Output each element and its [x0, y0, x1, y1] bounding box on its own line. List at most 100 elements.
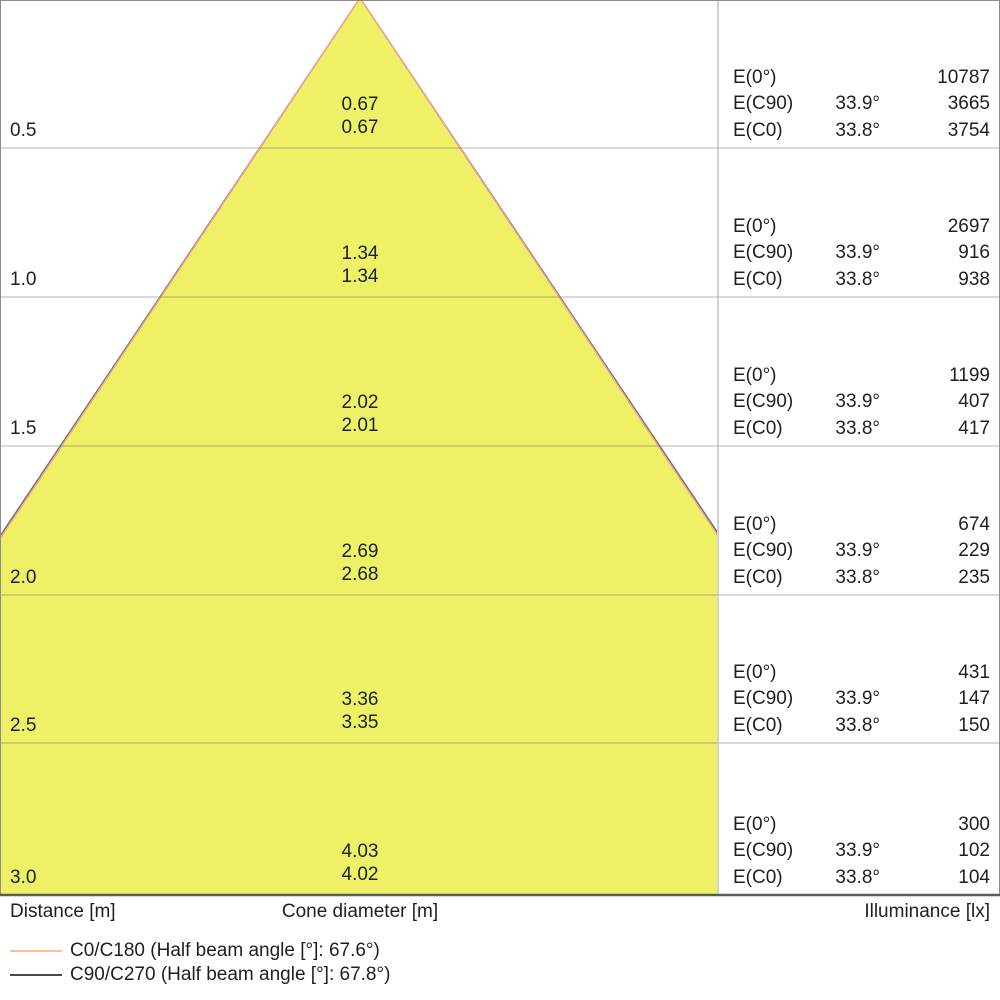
- ec0-value: 938: [958, 268, 990, 290]
- ec0-angle: 33.8°: [835, 714, 880, 736]
- e0-label: E(0°): [733, 513, 777, 535]
- row-band-0: 0.5 0.67 0.67 E(0°) 10787 E(C90) 33.9° 3…: [0, 0, 1000, 148]
- distance-label: 1.5: [10, 418, 37, 439]
- legend-label-c90-c270: C90/C270 (Half beam angle [°]: 67.8°): [70, 964, 391, 985]
- table-row: E(C0) 33.8° 150: [718, 715, 1000, 742]
- row-band-3: 2.0 2.69 2.68 E(0°) 674 E(C90) 33.9° 229…: [0, 445, 1000, 595]
- distance-label: 3.0: [10, 867, 37, 888]
- table-row: E(C90) 33.9° 147: [718, 688, 1000, 715]
- ec90-label: E(C90): [733, 93, 794, 114]
- distance-label: 2.5: [10, 715, 37, 736]
- light-cone-fill: [1, 1, 717, 894]
- illuminance-block: E(0°) 2697 E(C90) 33.9° 916 E(C0) 33.8° …: [718, 216, 1000, 296]
- ec0-label: E(C0): [733, 119, 783, 141]
- illuminance-axis-label: Illuminance [lx]: [864, 901, 990, 922]
- table-row: E(C90) 33.9° 3665: [718, 93, 1000, 120]
- table-row: E(C90) 33.9° 229: [718, 540, 1000, 567]
- table-row: E(0°) 10787: [718, 67, 1000, 94]
- ec90-label: E(C90): [733, 391, 794, 412]
- e0-value: 2697: [947, 215, 990, 237]
- table-row: E(C90) 33.9° 102: [718, 840, 1000, 867]
- illuminance-block: E(0°) 1199 E(C90) 33.9° 407 E(C0) 33.8° …: [718, 365, 1000, 445]
- e0-label: E(0°): [733, 661, 777, 683]
- e0-value: 10787: [937, 66, 990, 88]
- legend-item-c0-c180: C0/C180 (Half beam angle [°]: 67.6°): [10, 939, 390, 963]
- distance-label: 1.0: [10, 269, 37, 290]
- distance-axis-label: Distance [m]: [10, 901, 116, 922]
- cone-diameter-c0: 4.02: [341, 864, 379, 885]
- ec0-angle: 33.8°: [835, 119, 880, 141]
- cone-diameter-values: 2.69 2.68: [260, 540, 460, 586]
- row-band-2: 1.5 2.02 2.01 E(0°) 1199 E(C90) 33.9° 40…: [0, 296, 1000, 446]
- cone-diameter-c0: 1.34: [341, 266, 379, 287]
- cone-diameter-c0: 2.01: [341, 415, 379, 436]
- c0-c180-line-swatch: [10, 950, 62, 952]
- table-row: E(C0) 33.8° 3754: [718, 120, 1000, 147]
- row-band-4: 2.5 3.36 3.35 E(0°) 431 E(C90) 33.9° 147…: [0, 593, 1000, 743]
- ec90-value: 407: [958, 391, 990, 412]
- ec0-label: E(C0): [733, 866, 783, 888]
- ec90-label: E(C90): [733, 540, 794, 561]
- table-row: E(C0) 33.8° 417: [718, 418, 1000, 445]
- e0-label: E(0°): [733, 813, 777, 835]
- e0-label: E(0°): [733, 215, 777, 237]
- illuminance-block: E(0°) 10787 E(C90) 33.9° 3665 E(C0) 33.8…: [718, 67, 1000, 147]
- e0-value: 1199: [949, 364, 990, 386]
- ec0-angle: 33.8°: [835, 566, 880, 588]
- ec90-label: E(C90): [733, 242, 794, 263]
- row-band-1: 1.0 1.34 1.34 E(0°) 2697 E(C90) 33.9° 91…: [0, 147, 1000, 297]
- legend-label-c0-c180: C0/C180 (Half beam angle [°]: 67.6°): [70, 940, 380, 961]
- legend-item-c90-c270: C90/C270 (Half beam angle [°]: 67.8°): [10, 963, 390, 987]
- ec0-value: 417: [958, 417, 990, 439]
- ec90-angle: 33.9°: [835, 391, 880, 412]
- table-row: E(0°) 1199: [718, 365, 1000, 392]
- illuminance-block: E(0°) 300 E(C90) 33.9° 102 E(C0) 33.8° 1…: [718, 814, 1000, 894]
- legend: C0/C180 (Half beam angle [°]: 67.6°) C90…: [10, 939, 390, 987]
- ec90-angle: 33.9°: [835, 840, 880, 861]
- cone-diameter-c0: 0.67: [341, 117, 379, 138]
- row-band-5: 3.0 4.03 4.02 E(0°) 300 E(C90) 33.9° 102…: [0, 745, 1000, 895]
- e0-value: 300: [958, 813, 990, 835]
- c90-c270-line-swatch: [10, 974, 62, 976]
- distance-label: 2.0: [10, 567, 37, 588]
- table-row: E(C90) 33.9° 916: [718, 242, 1000, 269]
- table-row: E(C90) 33.9° 407: [718, 391, 1000, 418]
- cone-diameter-c0: 2.68: [341, 564, 379, 585]
- ec90-angle: 33.9°: [835, 93, 880, 114]
- table-row: E(C0) 33.8° 938: [718, 269, 1000, 296]
- ec0-value: 235: [958, 566, 990, 588]
- cone-diameter-c90: 3.36: [341, 689, 379, 710]
- axis-labels: Distance [m] Cone diameter [m] Illuminan…: [0, 901, 1000, 925]
- table-row: E(C0) 33.8° 104: [718, 867, 1000, 894]
- distance-label: 0.5: [10, 120, 37, 141]
- ec90-value: 3665: [947, 93, 990, 114]
- illuminance-block: E(0°) 431 E(C90) 33.9° 147 E(C0) 33.8° 1…: [718, 662, 1000, 742]
- ec90-label: E(C90): [733, 688, 794, 709]
- e0-label: E(0°): [733, 66, 777, 88]
- ec0-angle: 33.8°: [835, 417, 880, 439]
- ec90-angle: 33.9°: [835, 540, 880, 561]
- ec90-value: 102: [958, 840, 990, 861]
- ec0-value: 3754: [947, 119, 990, 141]
- table-row: E(0°) 2697: [718, 216, 1000, 243]
- cone-diameter-values: 3.36 3.35: [260, 688, 460, 734]
- ec0-value: 150: [958, 714, 990, 736]
- e0-value: 431: [958, 661, 990, 683]
- cone-diameter-c90: 4.03: [341, 841, 379, 862]
- e0-label: E(0°): [733, 364, 777, 386]
- cone-diameter-values: 4.03 4.02: [260, 840, 460, 886]
- table-row: E(C0) 33.8° 235: [718, 567, 1000, 594]
- table-row: E(0°) 431: [718, 662, 1000, 689]
- cone-diameter-c90: 1.34: [341, 243, 379, 264]
- cone-diameter-values: 0.67 0.67: [260, 93, 460, 139]
- cone-diameter-c90: 2.69: [341, 541, 379, 562]
- ec0-angle: 33.8°: [835, 866, 880, 888]
- cone-diameter-axis-label: Cone diameter [m]: [281, 901, 439, 922]
- e0-value: 674: [958, 513, 990, 535]
- cone-diameter-values: 1.34 1.34: [260, 242, 460, 288]
- ec0-label: E(C0): [733, 566, 783, 588]
- cone-diameter-values: 2.02 2.01: [260, 391, 460, 437]
- table-row: E(0°) 300: [718, 814, 1000, 841]
- ec90-label: E(C90): [733, 840, 794, 861]
